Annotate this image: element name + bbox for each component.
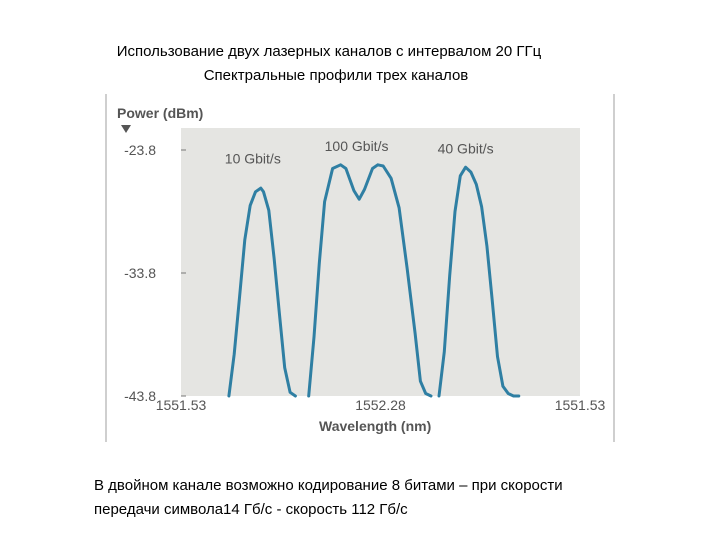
x-tick-label: 1551.53 xyxy=(156,397,207,413)
spectrum-line-1 xyxy=(227,186,297,398)
channel-annotation: 40 Gbit/s xyxy=(438,141,494,157)
description-line-1: В двойном канале возможно кодирование 8 … xyxy=(94,477,563,494)
spectrum-chart: Power (dBm) Wavelength (nm) -23.8 -33.8 -4… xyxy=(117,105,606,434)
channel-annotation: 100 Gbit/s xyxy=(325,138,389,154)
spectrum-line-2 xyxy=(307,163,433,398)
spectrum-chart-frame: Power (dBm) Wavelength (nm) -23.8 -33.8 -4… xyxy=(105,94,615,442)
slide-title: Использование двух лазерных каналов с ин… xyxy=(0,40,720,88)
x-tick-label: 1552.28 xyxy=(355,397,406,413)
channel-annotation: 10 Gbit/s xyxy=(225,151,281,167)
y-tick-label: -23.8 xyxy=(124,142,156,158)
chart-annotations: 10 Gbit/s 100 Gbit/s 40 Gbit/s xyxy=(225,138,494,166)
x-axis-label: Wavelength (nm) xyxy=(319,418,431,434)
title-line-2: Спектральные профили трех каналов xyxy=(203,67,469,84)
spectrum-line-3 xyxy=(437,165,521,398)
chart-series xyxy=(227,163,521,398)
title-line-1: Использование двух лазерных каналов с ин… xyxy=(116,43,542,60)
y-tick-label: -33.8 xyxy=(124,265,156,281)
y-axis-label: Power (dBm) xyxy=(117,105,203,121)
dropdown-triangle-icon xyxy=(121,125,131,133)
description-line-2: передачи символа14 Гб/с - скорость 112 Г… xyxy=(94,501,408,518)
plot-area xyxy=(181,128,580,396)
y-tick-label: -43.8 xyxy=(124,388,156,404)
slide-description: В двойном канале возможно кодирование 8 … xyxy=(94,474,694,522)
x-tick-label: 1551.53 xyxy=(555,397,606,413)
